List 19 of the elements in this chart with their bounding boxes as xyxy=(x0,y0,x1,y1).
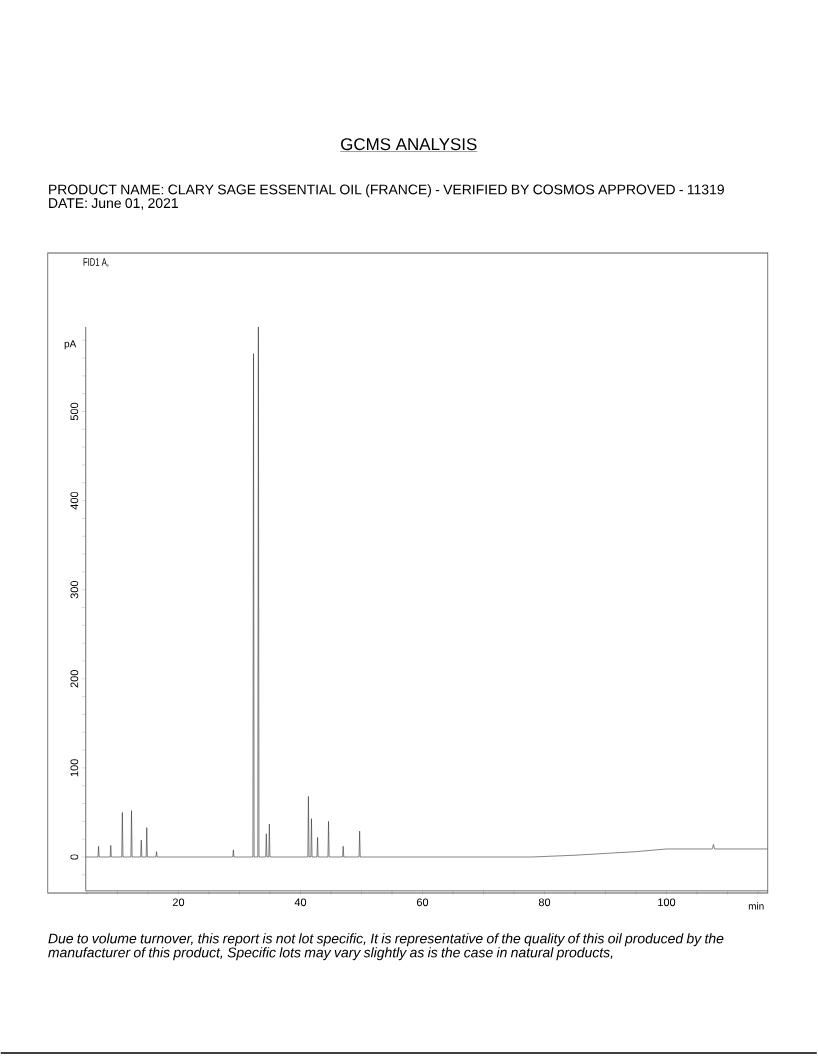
x-tick-label: 100 xyxy=(658,898,676,907)
text: Due to volume turnover, this report is not lot specific, It is representative of the quality of this oil produced by the manufacturer of this product, Specific lots may vary slightly as is the case in natural products, xyxy=(48,933,724,961)
y-tick-label: 200 xyxy=(70,670,79,688)
y-tick-label: 300 xyxy=(70,580,79,599)
text: DATE: June 01, 2021 xyxy=(49,198,179,210)
x-tick-label: 60 xyxy=(417,898,429,907)
chart-title: GCMS ANALYSIS xyxy=(341,138,477,151)
x-tick-label: 20 xyxy=(173,898,185,907)
text: FID1 A, xyxy=(83,258,109,268)
line-series xyxy=(86,326,769,858)
y-tick-label: 0 xyxy=(70,854,79,860)
y-axis-title: pA xyxy=(64,340,77,350)
x-tick-label: 80 xyxy=(539,898,551,907)
y-tick-label: 400 xyxy=(70,491,79,510)
x-tick-label: 40 xyxy=(294,898,307,907)
y-tick-label: 100 xyxy=(70,759,79,777)
chart-subtitle: PRODUCT NAME: CLARY SAGE ESSENTIAL OIL (FRANCE) - VERIFIED BY COSMOS APPROVED - 11319 xyxy=(49,184,725,198)
x-axis-title: min xyxy=(749,902,764,910)
y-tick-label: 500 xyxy=(70,402,79,421)
